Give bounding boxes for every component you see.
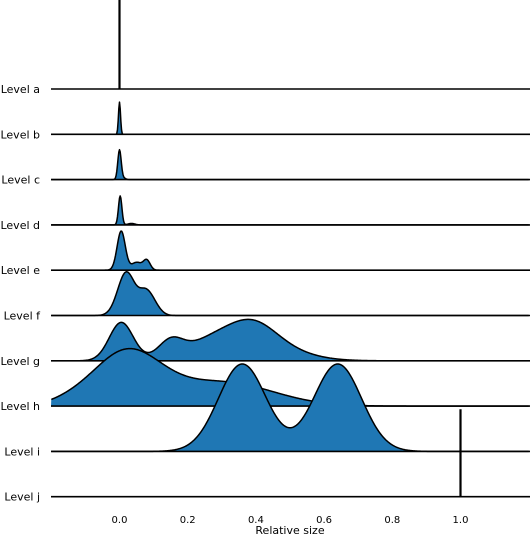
ridge-level-d: Level d — [0, 195, 530, 232]
ridge-area — [51, 348, 530, 407]
x-tick-label: 0.6 — [316, 515, 332, 526]
ridge-label: Level a — [1, 83, 40, 96]
ridge-level-j: Level j — [4, 409, 530, 504]
ridge-label: Level d — [0, 219, 40, 232]
ridge-outline — [51, 101, 529, 136]
ridge-outline — [51, 271, 529, 317]
ridge-label: Level e — [1, 264, 41, 277]
ridge-label: Level g — [0, 355, 40, 368]
ridge-outline — [51, 363, 529, 453]
ridge-level-h: Level h — [0, 347, 530, 413]
x-tick-label: 1.0 — [453, 515, 469, 526]
ridge-outline — [51, 347, 529, 407]
ridge-level-f: Level f — [4, 271, 530, 323]
ridge-level-i: Level i — [4, 363, 530, 458]
ridge-label: Level j — [4, 491, 40, 504]
ridge-level-b: Level b — [0, 101, 530, 141]
x-tick-label: 0.0 — [112, 515, 128, 526]
ridge-label: Level c — [1, 174, 40, 187]
ridge-level-a: Level a — [1, 0, 530, 96]
ridge-outline — [51, 195, 529, 226]
ridge-label: Level i — [4, 445, 40, 458]
ridge-area — [51, 102, 530, 135]
ridge-level-g: Level g — [0, 318, 530, 368]
ridge-label: Level h — [0, 400, 40, 413]
x-axis-label: Relative size — [255, 524, 324, 537]
ridge-area — [51, 271, 530, 316]
ridge-outline — [51, 230, 529, 271]
ridge-outline — [51, 318, 529, 362]
x-tick-label: 0.8 — [384, 515, 400, 526]
ridge-level-e: Level e — [1, 230, 530, 277]
x-tick-label: 0.2 — [180, 515, 196, 526]
ridge-outline — [51, 148, 529, 181]
ridge-area — [51, 364, 530, 452]
ridge-level-c: Level c — [1, 148, 530, 187]
ridge-label: Level b — [0, 128, 40, 141]
ridge-area — [51, 319, 530, 361]
ridge-label: Level f — [4, 310, 42, 323]
x-tick-label: 0.4 — [248, 515, 264, 526]
